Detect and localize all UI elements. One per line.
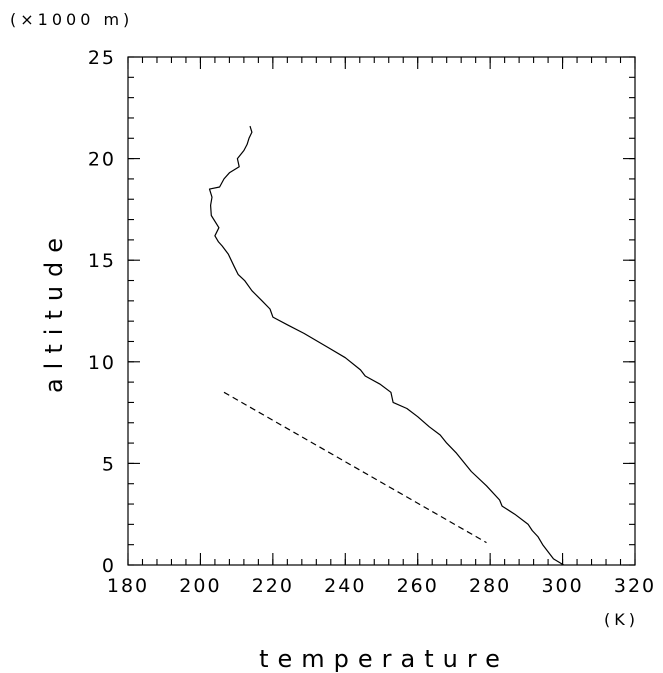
x-tick-label: 280 [469,575,511,597]
x-tick-label: 260 [397,575,439,597]
x-tick-label: 320 [614,575,656,597]
y-tick-label: 10 [88,352,116,374]
y-tick-labels: 0 5 10 15 20 25 [88,47,116,577]
minor-ticks [127,56,636,566]
major-ticks [127,56,636,566]
y-tick-label: 25 [88,47,116,69]
plot-frame [127,56,636,566]
y-unit-label: (×1000 m) [10,10,133,29]
y-tick-label: 20 [88,149,116,171]
series-layer [208,125,565,566]
x-tick-label: 300 [541,575,583,597]
y-axis-title: altitude [40,229,68,393]
x-tick-labels: 180 200 220 240 260 280 300 320 [107,575,656,597]
x-tick-label: 240 [324,575,366,597]
x-axis-title: temperature [259,645,509,673]
x-tick-label: 200 [179,575,221,597]
x-tick-label: 220 [252,575,294,597]
dashed-line-series [223,391,487,544]
y-tick-label: 5 [102,453,116,475]
y-tick-label: 15 [88,250,116,272]
y-tick-label: 0 [102,555,116,577]
x-unit-label: (K) [604,610,639,629]
temperature-profile-line [208,125,565,566]
x-tick-label: 180 [107,575,149,597]
